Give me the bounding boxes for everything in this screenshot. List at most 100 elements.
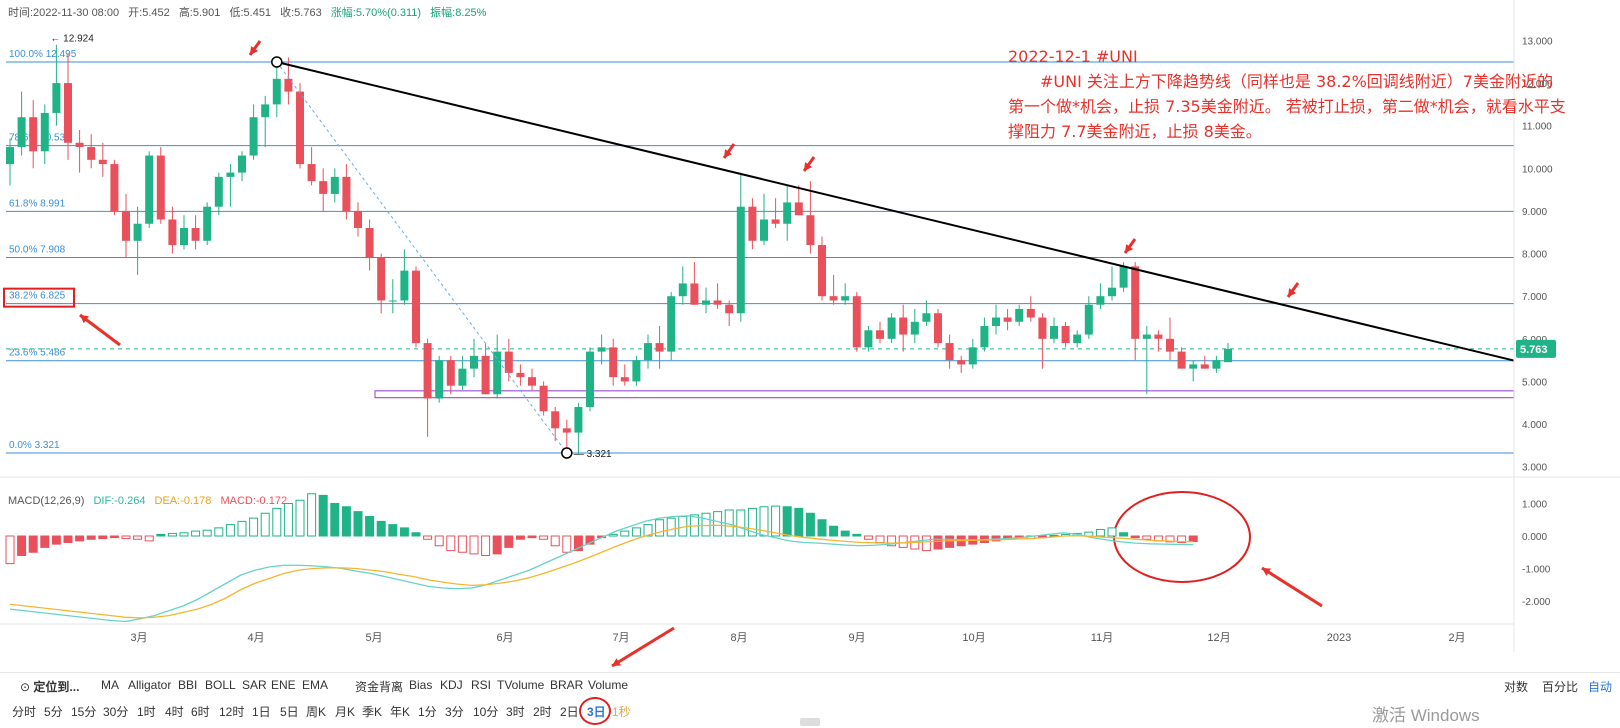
candle[interactable] (354, 202, 362, 237)
candle[interactable] (748, 198, 757, 250)
candle[interactable] (1212, 355, 1221, 373)
candle[interactable] (481, 343, 490, 395)
candle[interactable] (493, 334, 502, 399)
candle[interactable] (1108, 266, 1116, 301)
candle[interactable] (1026, 296, 1035, 322)
candle[interactable] (771, 198, 780, 229)
indicator-item[interactable]: SAR (242, 678, 267, 692)
candle[interactable] (6, 138, 14, 186)
candle[interactable] (794, 185, 803, 216)
indicator-item[interactable]: ENE (271, 678, 296, 692)
candle[interactable] (957, 355, 966, 373)
candle[interactable] (597, 334, 606, 365)
candle[interactable] (504, 338, 513, 382)
candlestick-chart[interactable]: 100.0% 12.495 78.6% 10.532 61.8% 8.991 50.0… (0, 0, 1620, 672)
indicator-item[interactable]: Volume (588, 678, 629, 692)
candle[interactable] (249, 104, 258, 160)
candle[interactable] (609, 338, 618, 386)
candle[interactable] (864, 326, 873, 352)
macd-name[interactable]: MACD(12,26,9) (8, 495, 85, 507)
period-item[interactable]: 5分 (44, 705, 63, 719)
candle[interactable] (980, 317, 989, 352)
candle[interactable] (528, 368, 536, 390)
candle[interactable] (412, 266, 420, 348)
candle[interactable] (887, 313, 896, 344)
percent-scale-button[interactable]: 百分比 (1542, 680, 1579, 694)
period-item[interactable]: 12时 (219, 705, 245, 719)
candle[interactable] (377, 253, 386, 314)
candle[interactable] (539, 381, 548, 416)
period-item[interactable]: 5日 (280, 705, 299, 719)
candle[interactable] (52, 44, 61, 126)
candle[interactable] (516, 364, 525, 386)
candle[interactable] (145, 151, 154, 229)
period-item[interactable]: 2日 (560, 705, 579, 719)
candle[interactable] (75, 129, 84, 173)
candle[interactable] (841, 283, 850, 305)
candle[interactable] (180, 215, 188, 250)
indicator-item[interactable]: BOLL (205, 678, 236, 692)
candle[interactable] (1154, 330, 1163, 352)
candle[interactable] (29, 100, 38, 169)
candle[interactable] (319, 168, 328, 211)
candle[interactable] (818, 236, 826, 301)
candle[interactable] (702, 287, 710, 314)
candle[interactable] (632, 355, 641, 386)
candle[interactable] (968, 338, 977, 369)
candle[interactable] (238, 151, 246, 182)
candle[interactable] (934, 308, 942, 348)
period-item[interactable]: 4时 (165, 705, 184, 719)
candle[interactable] (1189, 360, 1198, 382)
candle[interactable] (910, 308, 919, 344)
candle[interactable] (586, 347, 594, 412)
indicator-item[interactable]: Alligator (128, 678, 172, 692)
candle[interactable] (922, 300, 931, 327)
candle[interactable] (203, 202, 212, 246)
indicator-item[interactable]: BRAR (550, 678, 584, 692)
candle[interactable] (899, 304, 908, 352)
period-item[interactable]: 1日 (252, 705, 271, 719)
indicator-item[interactable]: Bias (409, 678, 433, 692)
candle[interactable] (446, 355, 455, 395)
candle[interactable] (783, 185, 792, 241)
candle[interactable] (760, 193, 768, 246)
candle[interactable] (562, 419, 571, 450)
candle[interactable] (133, 206, 142, 275)
period-item[interactable]: 2时 (533, 705, 552, 719)
candle[interactable] (156, 147, 165, 224)
period-item[interactable]: 1秒 (612, 705, 631, 719)
candle[interactable] (261, 95, 270, 148)
indicator-item[interactable]: EMA (302, 678, 329, 692)
candle[interactable] (388, 279, 397, 314)
candle[interactable] (365, 219, 374, 271)
indicator-item[interactable]: MA (101, 678, 119, 692)
candle[interactable] (296, 83, 304, 169)
candle[interactable] (470, 338, 478, 378)
candle[interactable] (1073, 330, 1082, 348)
candle[interactable] (1131, 262, 1140, 361)
candle[interactable] (1003, 308, 1012, 331)
candle[interactable] (64, 53, 72, 160)
candle[interactable] (214, 172, 223, 216)
candle[interactable] (110, 159, 119, 216)
candle[interactable] (736, 172, 745, 322)
candle[interactable] (678, 266, 687, 305)
period-item[interactable]: 分时 (12, 705, 37, 719)
candle[interactable] (98, 142, 107, 177)
candle[interactable] (551, 407, 560, 442)
candle[interactable] (1142, 326, 1151, 395)
period-item[interactable]: 3时 (506, 705, 525, 719)
indicator-item[interactable]: TVolume (497, 678, 545, 692)
candle[interactable] (690, 262, 699, 305)
candle[interactable] (122, 193, 130, 258)
candle[interactable] (620, 364, 629, 386)
candle[interactable] (330, 168, 339, 203)
candle[interactable] (574, 402, 583, 454)
period-item[interactable]: 1时 (137, 705, 156, 719)
candle[interactable] (829, 274, 838, 305)
candle[interactable] (644, 334, 652, 369)
candle[interactable] (1038, 313, 1047, 369)
candle[interactable] (87, 134, 96, 169)
candle[interactable] (191, 215, 200, 250)
candle[interactable] (307, 147, 316, 186)
